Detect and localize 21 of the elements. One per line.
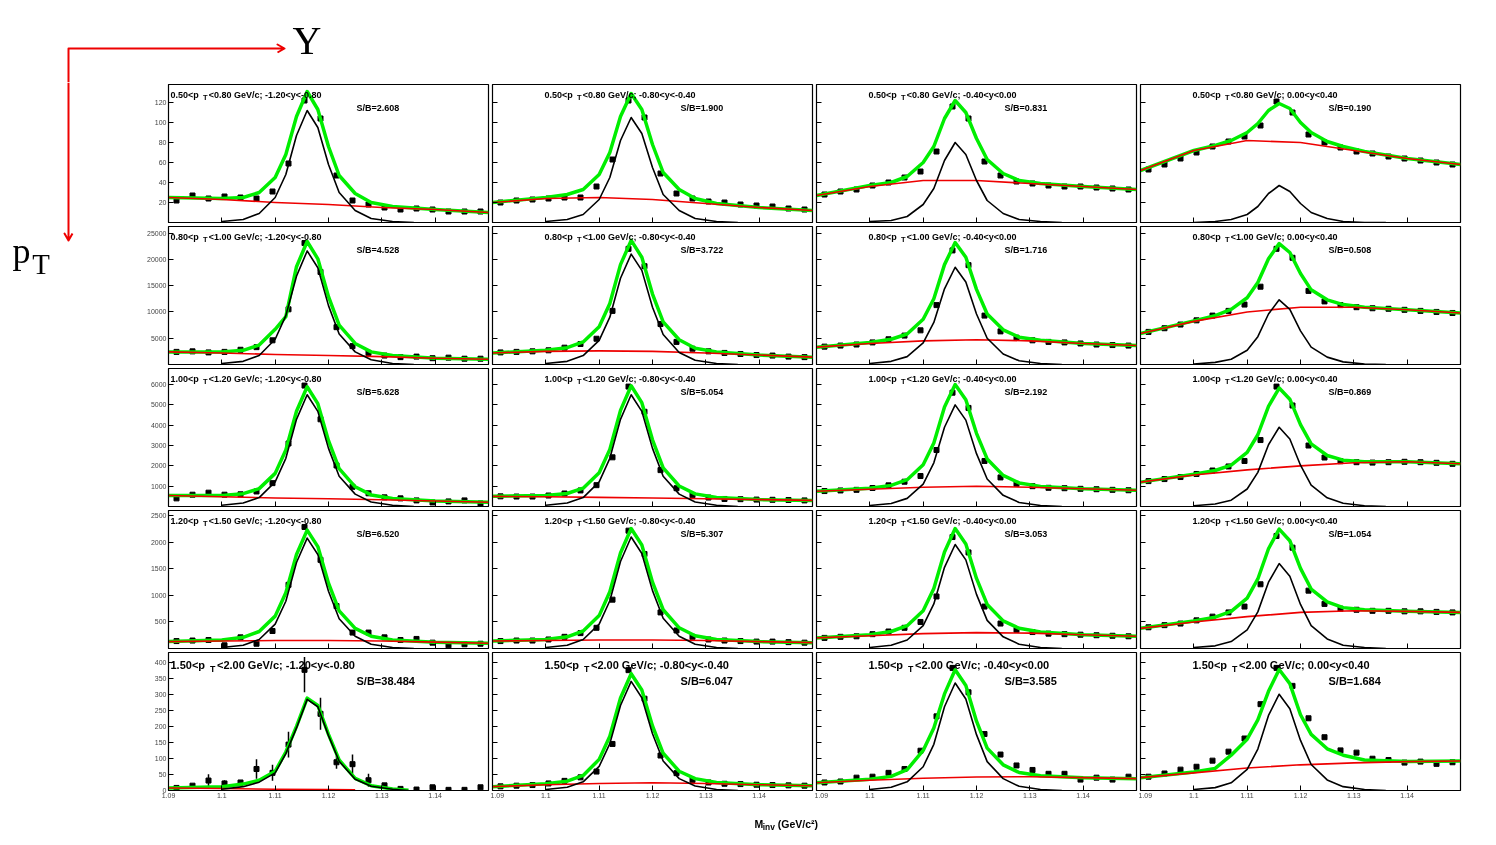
annotation: S/B=3.585: [1004, 675, 1057, 688]
annotation: S/B=0.190: [1328, 102, 1372, 113]
annotation: S/B=0.869: [1328, 386, 1372, 397]
annotation: S/B=1.684: [1328, 675, 1382, 688]
annotation: S/B=5.307: [680, 528, 724, 539]
annotation: S/B=1.054: [1328, 528, 1372, 539]
text: Y: [292, 18, 322, 63]
annotation: S/B=6.520: [356, 528, 400, 539]
annotation: S/B=2.192: [1004, 386, 1048, 397]
annotation: S/B=2.608: [356, 102, 400, 113]
annotation: S/B=3.722: [680, 244, 724, 255]
annotation: S/B=5.628: [356, 386, 400, 397]
annotation: S/B=6.047: [680, 675, 733, 688]
annotation: S/B=4.528: [356, 244, 400, 255]
annotation: S/B=0.508: [1328, 244, 1372, 255]
annotation: S/B=1.900: [680, 102, 724, 113]
annotation: S/B=5.054: [680, 386, 724, 397]
annotation: S/B=3.053: [1004, 528, 1048, 539]
annotation: S/B=0.831: [1004, 102, 1048, 113]
annotation: S/B=1.716: [1004, 244, 1048, 255]
annotation: S/B=38.484: [356, 675, 416, 688]
